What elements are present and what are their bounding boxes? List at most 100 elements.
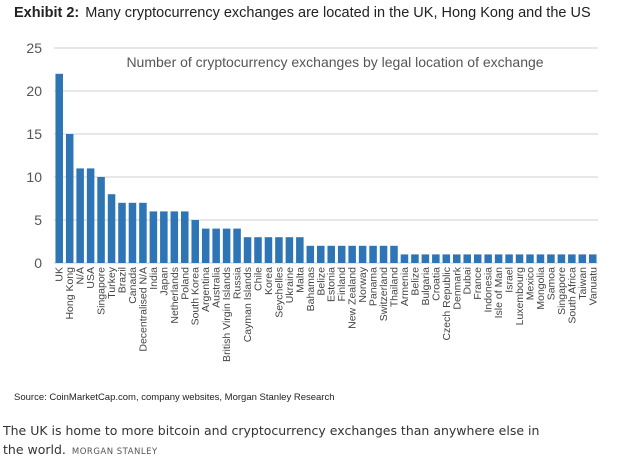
bar (442, 254, 451, 263)
x-tick-label: Cayman Islands (242, 267, 254, 342)
bar (515, 254, 524, 263)
bar (390, 245, 398, 263)
x-tick-label: USA (85, 267, 97, 289)
bar (264, 237, 273, 263)
x-tick-label: Denmark (451, 266, 463, 309)
x-tick-label: Panama (368, 267, 380, 306)
x-tick-label: Luxembourg (514, 267, 526, 326)
bar (369, 245, 377, 263)
y-tick-label: 0 (34, 255, 42, 271)
bar (337, 245, 346, 263)
bar (181, 211, 189, 263)
x-tick-label: Australia (211, 267, 223, 308)
x-tick-label: Hong Kong (64, 267, 76, 320)
image-caption: The UK is home to more bitcoin and crypt… (3, 421, 563, 462)
bar (432, 254, 440, 263)
x-tick-label: Czech Republic (441, 267, 453, 341)
x-tick-label: Switzerland (378, 267, 390, 321)
bar (86, 168, 95, 263)
bar (160, 211, 168, 263)
x-tick-label: Mexico (525, 267, 537, 300)
bar (306, 245, 315, 263)
x-tick-label: Croatia (430, 267, 442, 301)
y-tick-label: 10 (26, 169, 42, 185)
x-tick-label: Dubai (462, 267, 474, 294)
x-tick-label: Taiwan (577, 267, 589, 300)
bar (107, 194, 116, 263)
y-tick-label: 15 (26, 126, 42, 142)
x-tick-label: Argentina (200, 267, 212, 312)
x-tick-label: Chile (253, 267, 265, 291)
bar (379, 245, 388, 263)
bar (348, 245, 356, 263)
x-tick-label: UK (54, 267, 66, 282)
chart-title: Number of cryptocurrency exchanges by le… (126, 54, 543, 70)
bar (128, 202, 137, 263)
bar (536, 254, 545, 263)
x-tick-label: Belize (409, 267, 421, 296)
bar (243, 237, 252, 263)
x-tick-label: Singapore (96, 267, 108, 315)
x-tick-label: Canada (127, 267, 139, 304)
bar (557, 254, 566, 263)
x-tick-label: Samoa (545, 267, 557, 300)
bar (358, 245, 367, 263)
bar (568, 254, 576, 263)
bar (453, 254, 461, 263)
x-tick-label: New Zealand (347, 267, 359, 329)
x-tick-label: Turkey (106, 266, 118, 298)
x-tick-label: South Africa (566, 267, 578, 324)
x-tick-label: Decentralised N/A (137, 267, 149, 352)
x-tick-label: Korea (263, 267, 275, 295)
bar (463, 254, 471, 263)
bar (149, 211, 158, 263)
x-tick-label: Netherlands (169, 267, 181, 324)
bar (473, 254, 482, 263)
bar (118, 202, 126, 263)
bar (76, 168, 84, 263)
exhibit-title: Exhibit 2: Many cryptocurrency exchanges … (14, 5, 591, 21)
x-tick-label: Mongolia (535, 267, 547, 310)
x-tick-label: Finland (336, 267, 348, 302)
x-tick-label: Japan (158, 267, 170, 296)
y-tick-label: 20 (26, 83, 42, 99)
x-tick-label: Isle of Man (493, 267, 505, 319)
bar (201, 228, 210, 263)
x-tick-label: Armenia (399, 267, 411, 306)
exhibit-panel: Exhibit 2: Many cryptocurrency exchanges … (14, 5, 600, 403)
bar (55, 73, 63, 263)
bar (421, 254, 430, 263)
exhibit-label: Exhibit 2: (14, 5, 80, 21)
x-tick-label: South Korea (190, 267, 202, 326)
x-tick-label: British Virgin Islands (221, 267, 233, 362)
x-tick-label: Singapore (556, 267, 568, 315)
x-tick-label: Vanuatu (587, 267, 599, 305)
x-tick-label: N/A (75, 267, 87, 285)
exhibit-heading: Many cryptocurrency exchanges are locate… (85, 5, 591, 21)
bar (296, 237, 304, 263)
bar (400, 254, 409, 263)
x-tick-label: France (472, 267, 484, 300)
bar (578, 254, 587, 263)
x-tick-label: Norway (357, 266, 369, 302)
bar (65, 134, 74, 263)
x-tick-label: Bulgaria (420, 267, 432, 306)
bar (505, 254, 513, 263)
bar (275, 237, 283, 263)
x-tick-label: Thailand (389, 267, 401, 307)
bar (254, 237, 262, 263)
bar (494, 254, 503, 263)
bars (55, 73, 597, 263)
x-tick-label: Russia (232, 267, 244, 299)
bar (170, 211, 179, 263)
bar-chart: 0 5 10 15 20 25 Number of cryptocurrency exch… (26, 40, 599, 362)
x-tick-label: Estonia (326, 267, 338, 302)
caption-text: The UK is home to more bitcoin and crypt… (3, 423, 540, 457)
bar (212, 228, 220, 263)
x-tick-label: Belize (315, 267, 327, 296)
bar (484, 254, 492, 263)
x-tick-label: Bahamas (305, 267, 317, 311)
bar (526, 254, 534, 263)
y-axis-ticks: 0 5 10 15 20 25 (26, 40, 42, 271)
x-tick-label: Brazil (117, 267, 129, 293)
